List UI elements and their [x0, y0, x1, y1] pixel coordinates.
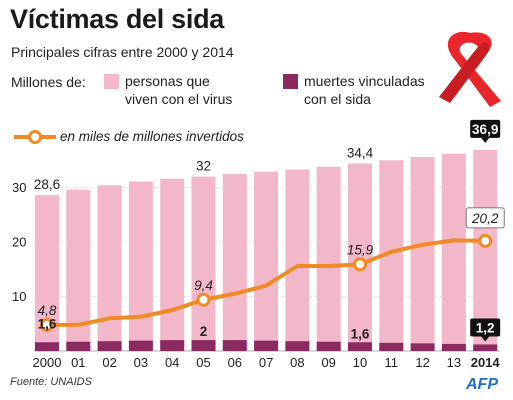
x-axis-ticks: 2000 01 02 03 04 05 06 07 08 09 10 11 12 13 2014 — [33, 355, 501, 370]
afp-logo: AFP — [465, 376, 498, 393]
data-label: 15,9 — [347, 242, 374, 257]
bar-deaths-01 — [66, 341, 91, 351]
investment-point-2000 — [40, 317, 54, 332]
x-tick-label: 07 — [259, 355, 273, 370]
bar-living-2014 — [473, 149, 498, 351]
x-tick-label: 2014 — [471, 355, 501, 370]
bar-deaths-2014 — [473, 344, 498, 351]
afp-logo-text: AFP — [465, 376, 498, 393]
bar-deaths-10 — [348, 342, 372, 351]
x-tick-label: 08 — [290, 355, 304, 370]
y-tick-label: 30 — [12, 180, 26, 195]
bar-deaths-08 — [285, 341, 310, 351]
bar-living-08 — [285, 169, 310, 351]
chart-subtitle: Principales cifras entre 2000 y 2014 — [11, 44, 234, 60]
x-tick-label: 01 — [71, 355, 85, 370]
y-axis-ticks: 10 20 30 — [12, 180, 26, 304]
legend-swatch-living — [104, 74, 119, 89]
x-tick-label: 11 — [385, 355, 399, 370]
investment-point-10 — [353, 257, 367, 272]
bar-deaths-02 — [97, 341, 122, 351]
bar-deaths-2000 — [35, 342, 59, 351]
x-tick-label: 03 — [134, 355, 148, 370]
bar-deaths-09 — [316, 341, 341, 351]
bar-living-12 — [410, 156, 435, 351]
x-tick-label: 04 — [165, 355, 179, 370]
legend-living-line1: personas que — [125, 73, 210, 89]
bar-living-03 — [128, 181, 153, 351]
bar-deaths-07 — [254, 340, 279, 351]
chart-title: Víctimas del sida — [10, 4, 224, 34]
label-box-pointer — [481, 137, 490, 143]
data-label: 1,6 — [38, 316, 57, 331]
bar-deaths-04 — [160, 340, 185, 351]
legend-deaths-line2: con el sida — [304, 91, 371, 107]
data-label: 34,4 — [347, 146, 374, 161]
x-tick-label: 10 — [353, 355, 367, 370]
bar-deaths-06 — [222, 340, 247, 351]
investment-point-2014 — [478, 233, 493, 248]
data-label: 28,6 — [34, 177, 60, 192]
legend-living-line2: viven con el virus — [125, 91, 233, 107]
investment-line-path — [47, 238, 486, 327]
label-box — [465, 207, 505, 229]
legend-swatch-deaths — [283, 74, 298, 89]
y-tick-label: 20 — [12, 235, 26, 250]
bar-deaths-13 — [441, 343, 466, 351]
data-label: 4,8 — [38, 303, 57, 318]
label-box — [470, 119, 501, 138]
label-box-pointer — [481, 336, 490, 342]
data-label: 9,4 — [194, 278, 213, 293]
legend-deaths-line1: muertes vinculadas — [304, 73, 425, 89]
x-tick-label: 06 — [228, 355, 242, 370]
legend-investment-label: en miles de millones invertidos — [60, 129, 244, 144]
data-label: 20,2 — [471, 211, 499, 226]
legend-investment-marker — [14, 130, 56, 144]
data-label: 1,2 — [476, 320, 495, 335]
bar-living-09 — [316, 166, 341, 351]
x-tick-label: 05 — [196, 355, 210, 370]
bar-living-10 — [348, 163, 372, 351]
bar-living-07 — [254, 171, 279, 351]
x-tick-label: 12 — [415, 355, 429, 370]
label-box — [470, 318, 501, 337]
data-label: 32 — [196, 159, 211, 174]
bar-living-02 — [97, 185, 122, 351]
bar-deaths-05 — [191, 340, 216, 351]
x-tick-label: 2000 — [33, 355, 62, 370]
bar-living-13 — [441, 153, 466, 351]
data-label: 2 — [200, 324, 208, 339]
data-label: 1,6 — [351, 326, 370, 341]
investment-line — [40, 233, 493, 332]
bar-living-05 — [191, 176, 216, 351]
bar-deaths-03 — [128, 340, 153, 351]
investment-point-05 — [196, 292, 211, 307]
bar-deaths-12 — [410, 343, 435, 351]
y-tick-label: 10 — [12, 289, 26, 304]
source-note: Fuente: UNAIDS — [10, 376, 92, 388]
x-tick-label: 02 — [102, 355, 116, 370]
legend-line-marker — [28, 130, 42, 144]
legend-prefix: Millones de: — [11, 74, 86, 90]
x-tick-label: 13 — [447, 355, 461, 370]
bar-living-06 — [222, 173, 247, 351]
data-labels: 28,6 32 34,4 36,9 1,6 2 1,6 1,2 4,8 9,4 15,9 20,2 — [34, 119, 505, 342]
bar-deaths-11 — [379, 342, 404, 351]
red-ribbon-icon — [439, 31, 501, 107]
bar-living-04 — [160, 178, 185, 351]
data-label: 36,9 — [472, 122, 498, 137]
x-tick-label: 09 — [321, 355, 335, 370]
